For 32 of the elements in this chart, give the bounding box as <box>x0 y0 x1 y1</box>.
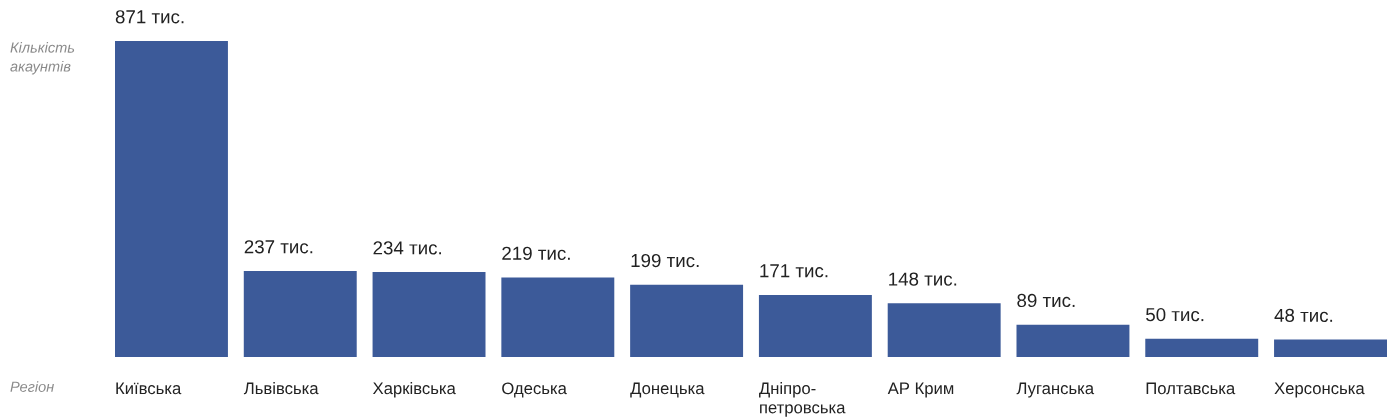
bar <box>1016 324 1130 357</box>
x-tick-label: АР Крим <box>887 382 954 398</box>
x-tick-label: Київська <box>116 382 182 395</box>
bar <box>1145 338 1259 357</box>
bar <box>887 303 1001 357</box>
data-label: 234 тис. <box>373 241 441 255</box>
bar <box>758 294 872 357</box>
x-tick-label: Харківська <box>372 382 456 398</box>
x-tick-label: Донецька <box>630 382 705 398</box>
data-label: 199 тис. <box>631 253 699 268</box>
bar <box>1274 339 1387 357</box>
x-tick-label: Херсонська <box>1274 382 1365 398</box>
bar <box>501 277 615 357</box>
data-label: 871 тис. <box>115 10 184 24</box>
x-tick-label: Львівська <box>243 382 319 395</box>
x-tick-label: Одеська <box>502 382 567 398</box>
bar <box>372 272 486 357</box>
data-label: 50 тис. <box>1146 307 1204 322</box>
y-axis-title: Кількість акаунтів <box>10 42 75 75</box>
bar <box>115 41 228 357</box>
data-label: 89 тис. <box>1017 293 1075 308</box>
data-label: 148 тис. <box>889 272 957 286</box>
x-tick-label: Полтавська <box>1146 382 1236 395</box>
x-tick-label: Дніпро- петровська <box>759 382 846 417</box>
bar <box>630 284 744 357</box>
bar <box>243 271 357 357</box>
x-tick-label: Луганська <box>1016 382 1095 398</box>
data-label: 171 тис. <box>760 264 828 278</box>
data-label: 219 тис. <box>502 246 570 260</box>
data-label: 48 тис. <box>1274 308 1333 322</box>
x-axis-title: Регіон <box>10 381 54 392</box>
data-label: 237 тис. <box>244 240 313 254</box>
